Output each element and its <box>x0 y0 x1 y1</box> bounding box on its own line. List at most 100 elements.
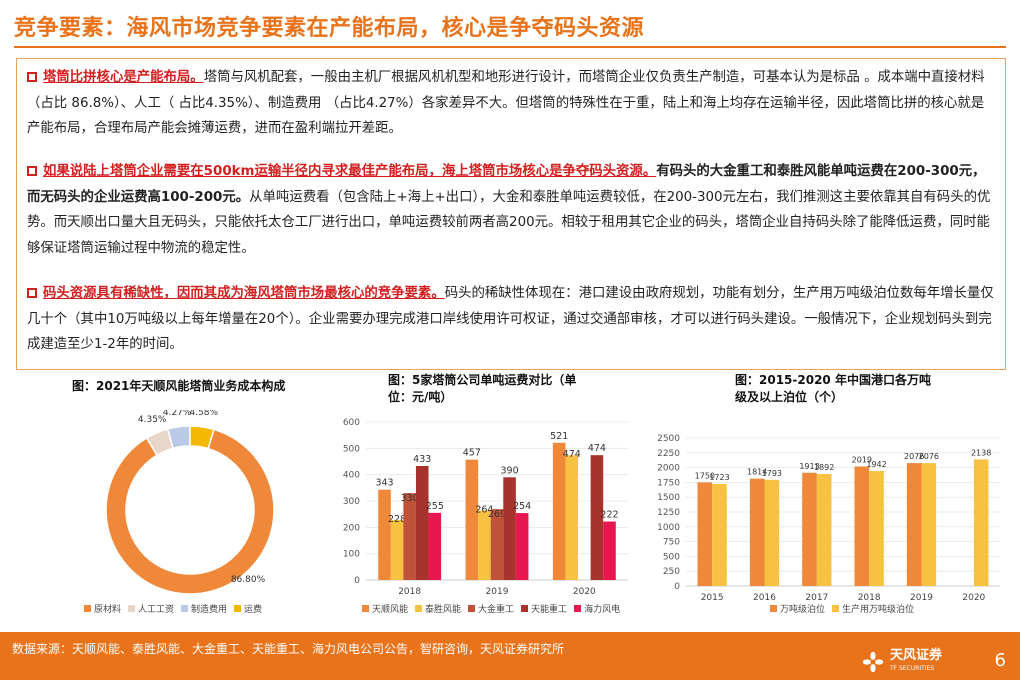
chart1-legend: 原材料 人工工资 制造费用 运费 <box>84 602 262 615</box>
legend-label: 制造费用 <box>191 605 228 615</box>
bullet-square-icon <box>27 72 37 82</box>
bar-value-label: 343 <box>375 478 393 489</box>
x-tick-label: 2017 <box>805 593 828 602</box>
bar-value-label: 254 <box>513 501 531 512</box>
legend-label: 人工工资 <box>138 605 175 615</box>
y-tick-label: 1250 <box>657 508 680 518</box>
bar <box>403 493 416 580</box>
x-tick-label: 2018 <box>398 587 421 597</box>
bar <box>749 478 765 586</box>
legend-swatch <box>84 605 91 612</box>
legend-swatch <box>128 605 136 612</box>
bar <box>816 473 832 586</box>
key-points-box: 塔筒比拼核心是产能布局。塔筒与风机配套，一般由主机厂根据风机机型和地形进行设计，… <box>16 58 1006 370</box>
y-tick-label: 2000 <box>657 464 680 474</box>
bar-value-label: 521 <box>550 431 568 442</box>
x-tick-label: 2019 <box>910 593 933 602</box>
legend-swatch <box>832 605 840 612</box>
bar-value-label: 255 <box>426 501 444 512</box>
donut-slice <box>189 425 215 450</box>
bar <box>515 513 529 580</box>
bar-value-label: 269 <box>488 509 506 520</box>
cost-donut-chart: 86.80% 4.35%4.27%4.58% <box>105 410 275 595</box>
bar-value-label: 1793 <box>762 469 782 478</box>
y-tick-label: 750 <box>663 538 680 548</box>
chart2-legend: 天顺风能 泰胜风能 大金重工 天能重工 海力风电 <box>362 602 620 615</box>
x-tick-label: 2018 <box>858 593 881 602</box>
y-tick-label: 0 <box>674 582 680 592</box>
chart3-title: 图：2015-2020 年中国港口各万吨 级及以上泊位（个） <box>735 372 975 406</box>
bar <box>603 521 616 580</box>
bar <box>697 482 713 586</box>
page-title: 竞争要素：海风市场竞争要素在产能布局，核心是争夺码头资源 <box>14 16 645 41</box>
bullet-square-icon <box>27 166 37 176</box>
y-tick-label: 100 <box>343 550 360 560</box>
bar-value-label: 2076 <box>919 452 939 461</box>
legend-label: 天顺风能 <box>372 605 409 615</box>
paragraph-2-lead: 如果说陆上塔筒企业需要在500km运输半径内寻求最佳产能布局，海上塔筒市场核心是… <box>43 164 657 179</box>
bar <box>552 442 566 580</box>
slice-value-label: 86.80% <box>231 575 266 585</box>
bar <box>854 466 870 586</box>
chart2-title-line1: 图：5家塔筒公司单吨运费对比（单 <box>388 373 577 387</box>
legend-swatch <box>468 605 476 612</box>
title-divider <box>14 46 1006 48</box>
y-tick-label: 250 <box>663 567 680 577</box>
legend-swatch <box>415 605 423 612</box>
bar-value-label: 264 <box>475 504 493 515</box>
bar-value-label: 330 <box>401 493 419 504</box>
bar <box>490 509 504 580</box>
chart1-title: 图：2021年天顺风能塔筒业务成本构成 <box>72 379 286 393</box>
bar-value-label: 228 <box>388 514 406 525</box>
chart3-title-line1: 图：2015-2020 年中国港口各万吨 <box>735 373 931 387</box>
paragraph-1: 塔筒比拼核心是产能布局。塔筒与风机配套，一般由主机厂根据风机机型和地形进行设计，… <box>27 65 995 142</box>
y-tick-label: 1500 <box>657 493 680 503</box>
y-tick-label: 200 <box>343 523 360 533</box>
bar <box>590 455 604 580</box>
y-tick-label: 1000 <box>657 523 680 533</box>
berths-bar-chart: 0 250 500 750 1000 1250 1500 1750 2000 2250 2500 17… <box>657 434 1000 602</box>
bar <box>428 512 442 580</box>
paragraph-3-text: 码头的稀缺性体现在：港口建设由政府规划，功能有划分，生产用万吨级泊位数每年增长量… <box>27 286 994 352</box>
chart2-legend-item: 天能重工 <box>521 602 567 615</box>
bar <box>712 483 727 586</box>
page-number: 6 <box>994 650 1006 671</box>
chart2-legend-item: 海力风电 <box>574 602 620 615</box>
bar-value-label: 1723 <box>709 473 729 482</box>
y-tick-label: 500 <box>663 552 680 562</box>
y-tick-label: 2250 <box>657 449 680 459</box>
bar-value-label: 222 <box>600 510 618 521</box>
x-tick-label: 2016 <box>753 593 776 602</box>
x-tick-label: 2019 <box>486 587 509 597</box>
y-tick-label: 600 <box>343 418 360 428</box>
chart3-legend-item: 生产用万吨级泊位 <box>832 602 914 615</box>
bar <box>378 489 391 580</box>
slice-value-label: 4.27% <box>163 410 192 418</box>
legend-label: 运费 <box>244 605 263 615</box>
paragraph-3-lead: 码头资源具有稀缺性，因而其成为海风塔筒市场最核心的竞争要素。 <box>43 286 445 301</box>
x-tick-label: 2015 <box>701 593 724 602</box>
bar-value-label: 1913 <box>799 462 819 471</box>
paragraph-1-text: 塔筒与风机配套，一般由主机厂根据风机机型和地形进行设计，而塔筒企业仅负责生产制造… <box>27 70 985 136</box>
bar-value-label: 2076 <box>904 452 924 461</box>
chart1-legend-item: 制造费用 <box>181 602 227 615</box>
bar <box>565 455 579 580</box>
bar-value-label: 1942 <box>866 460 886 469</box>
bar <box>921 463 937 586</box>
y-tick-label: 300 <box>343 497 360 507</box>
data-source-note: 数据来源：天顺风能、泰胜风能、大金重工、天能重工、海力风电公司公告，智研咨询，天… <box>12 642 565 656</box>
bar <box>465 459 479 580</box>
chart3-title-line2: 级及以上泊位（个） <box>735 390 844 404</box>
bar-value-label: 1750 <box>695 471 715 480</box>
bar-value-label: 474 <box>588 443 606 454</box>
bar-value-label: 433 <box>413 454 431 465</box>
chart2-legend-item: 天顺风能 <box>362 602 408 615</box>
bar <box>503 477 516 580</box>
legend-label: 天能重工 <box>531 605 568 615</box>
footer-bar: 数据来源：天顺风能、泰胜风能、大金重工、天能重工、海力风电公司公告，智研咨询，天… <box>0 632 1020 680</box>
legend-label: 原材料 <box>94 605 122 615</box>
bar <box>906 463 922 586</box>
bar-value-label: 1892 <box>814 463 834 472</box>
logo-text: 天风证券 <box>890 648 943 663</box>
x-tick-label: 2020 <box>573 587 596 597</box>
